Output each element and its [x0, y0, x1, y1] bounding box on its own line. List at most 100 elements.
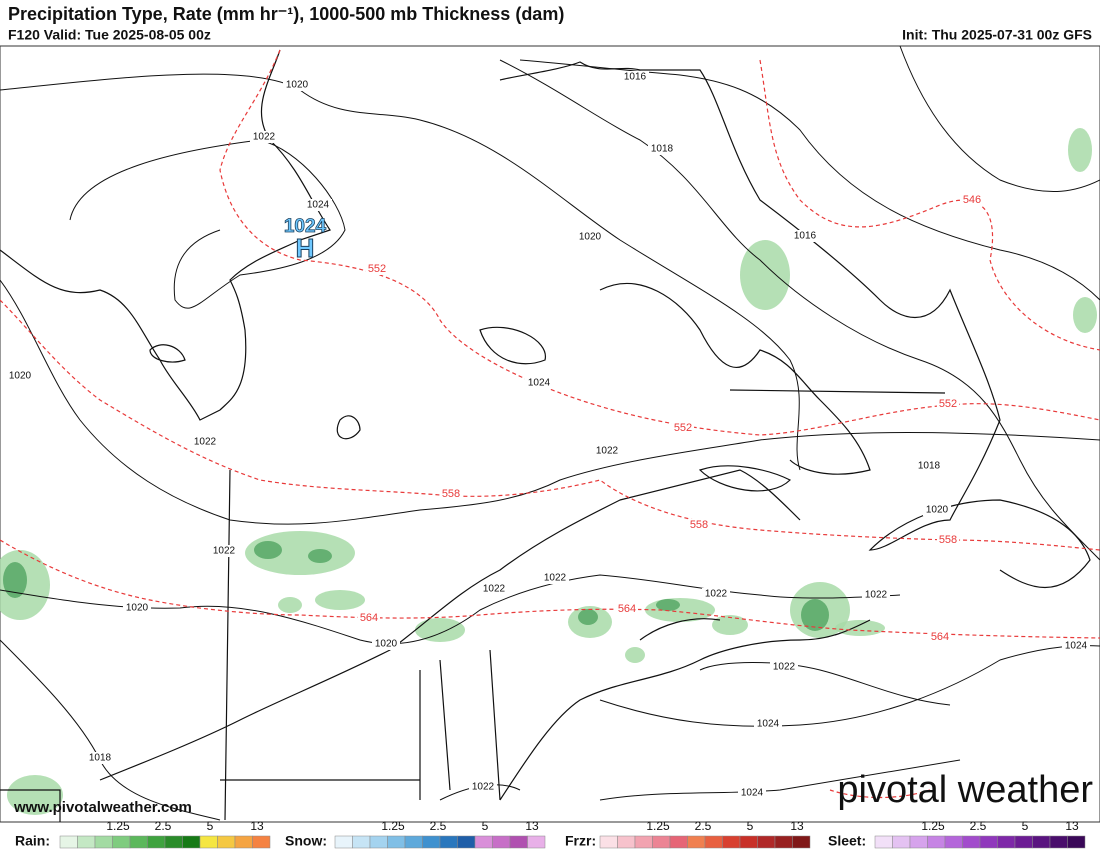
valid-time: F120 Valid: Tue 2025-08-05 00z: [8, 27, 211, 43]
label-bg: [480, 583, 508, 595]
label-bg: [210, 545, 238, 557]
legend-swatch: [252, 835, 271, 849]
legend-swatch: [874, 835, 893, 849]
legend-swatch: [909, 835, 928, 849]
legend-swatch: [634, 835, 653, 849]
contour-labels: 1020 1022 1024 1016 1018 1020 1016 1024 1020 1022…: [6, 71, 1090, 799]
legend-swatch: [652, 835, 671, 849]
label-bg: [648, 143, 676, 155]
legend-swatch: [112, 835, 131, 849]
legend-swatch: [669, 835, 688, 849]
legend-swatch: [527, 835, 546, 849]
legend-tick: 13: [525, 819, 539, 833]
isobar-label: 1018: [89, 753, 112, 764]
label-bg: [862, 589, 890, 601]
legend: Rain: 1.25 2.5 5 13 Snow: 1.25 2.5 5 13 Frzr: 1.25 2…: [15, 819, 1086, 849]
thickness-label: 546: [963, 194, 981, 206]
legend-swatch: [927, 835, 946, 849]
thickness-label: 552: [368, 263, 386, 275]
isobar-label: 1018: [918, 461, 941, 472]
label-bg: [541, 572, 569, 584]
footer-url: www.pivotalweather.com: [13, 799, 192, 816]
isobar-label: 1022: [705, 589, 728, 600]
isobar-label: 1024: [1065, 641, 1088, 652]
legend-swatch: [334, 835, 353, 849]
legend-swatch: [164, 835, 183, 849]
isobar-label: 1024: [307, 200, 330, 211]
high-pressure: 1024: [284, 216, 327, 237]
thickness: [0, 49, 1100, 799]
legend-swatch: [739, 835, 758, 849]
label-bg: [440, 488, 462, 500]
legend-swatch: [962, 835, 981, 849]
thickness-label: 558: [442, 488, 460, 500]
label-bg: [791, 230, 819, 242]
legend-swatch: [457, 835, 476, 849]
title: Precipitation Type, Rate (mm hr⁻¹), 1000…: [8, 4, 564, 24]
high-letter: H: [296, 233, 315, 263]
footer-logo: pivotal weather: [837, 769, 1093, 811]
thickness-label: 552: [674, 422, 692, 434]
legend-swatch: [94, 835, 113, 849]
legend-swatch: [369, 835, 388, 849]
isobar-label: 1022: [773, 662, 796, 673]
isobar-label: 1022: [213, 546, 236, 557]
label-bg: [86, 752, 114, 764]
isobar-label: 1022: [253, 132, 276, 143]
legend-swatch: [704, 835, 723, 849]
label-bg: [304, 199, 332, 211]
isobar-label: 1020: [926, 505, 949, 516]
legend-swatch: [892, 835, 911, 849]
label-bg: [469, 781, 497, 793]
label-bg: [915, 460, 943, 472]
legend-label: Frzr:: [565, 833, 596, 849]
legend-swatch: [979, 835, 998, 849]
thickness-label: 564: [931, 631, 949, 643]
legend-swatch: [1049, 835, 1068, 849]
legend-swatch: [757, 835, 776, 849]
label-bg: [937, 398, 959, 410]
legend-swatch: [1067, 835, 1086, 849]
init-time: Init: Thu 2025-07-31 00z GFS: [902, 27, 1092, 43]
isobar-label: 1018: [651, 144, 674, 155]
legend-swatch: [147, 835, 166, 849]
isobar-label: 1024: [741, 788, 764, 799]
legend-swatch: [722, 835, 741, 849]
isobar-label: 1020: [375, 639, 398, 650]
legend-swatch: [492, 835, 511, 849]
legend-label: Rain:: [15, 833, 50, 849]
label-bg: [366, 263, 388, 275]
legend-tick: 5: [747, 819, 754, 833]
map: 1020 1022 1024 1016 1018 1020 1016 1024 1020 1022…: [0, 45, 1100, 823]
thickness-label: 564: [360, 612, 378, 624]
isobar-label: 1024: [757, 719, 780, 730]
label-bg: [770, 661, 798, 673]
legend-tick: 13: [250, 819, 264, 833]
legend-swatch: [182, 835, 201, 849]
isobar-label: 1016: [794, 231, 817, 242]
label-bg: [616, 603, 638, 615]
label-bg: [738, 787, 766, 799]
label-bg: [593, 445, 621, 457]
label-bg: [123, 602, 151, 614]
thickness-label: 558: [939, 534, 957, 546]
legend-swatch: [1014, 835, 1033, 849]
legend-swatch: [199, 835, 218, 849]
isobar-label: 1020: [579, 232, 602, 243]
legend-tick: 2.5: [970, 819, 987, 833]
legend-swatch: [422, 835, 441, 849]
thickness-label: 558: [690, 519, 708, 531]
label-bg: [688, 519, 710, 531]
legend-swatch: [997, 835, 1016, 849]
legend-swatch: [599, 835, 618, 849]
legend-tick: 5: [207, 819, 214, 833]
label-bg: [576, 231, 604, 243]
legend-swatch: [404, 835, 423, 849]
label-bg: [621, 71, 649, 83]
isobar-label: 1022: [194, 437, 217, 448]
legend-swatch: [439, 835, 458, 849]
legend-swatch: [944, 835, 963, 849]
thickness-label: 564: [618, 603, 636, 615]
legend-tick: 1.25: [106, 819, 130, 833]
